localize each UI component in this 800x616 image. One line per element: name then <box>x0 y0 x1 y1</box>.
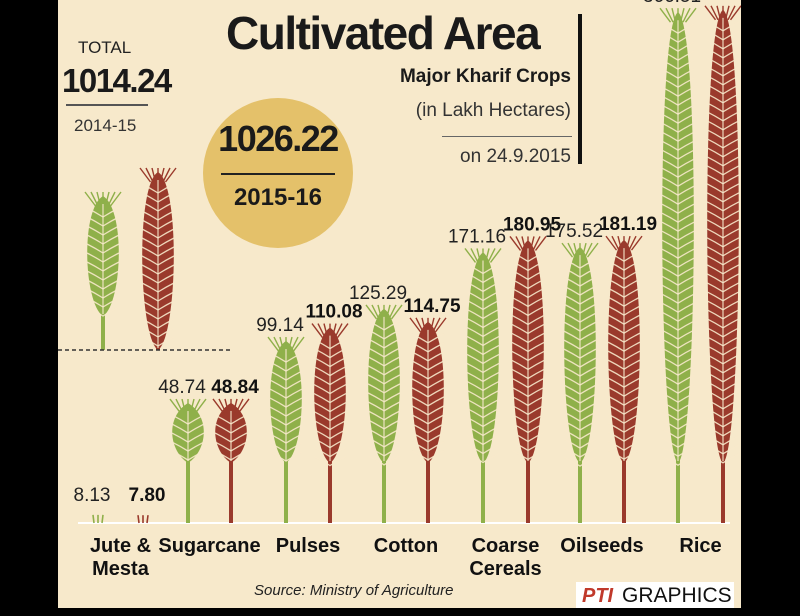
value-label-jute-mesta-2015-16: 7.80 <box>129 485 166 506</box>
bar-jute-mesta-2015-16 <box>137 515 149 524</box>
bar-jute-mesta-2014-15 <box>92 514 104 524</box>
unit-label: (in Lakh Hectares) <box>415 100 571 121</box>
value-label-oilseeds-2015-16: 181.19 <box>599 214 657 235</box>
wheat-bar-chart: 8.13 7.80 Jute &Mesta 48.74 48.84 Sugarcane 99… <box>58 0 741 580</box>
badge-divider <box>221 173 335 175</box>
value-label-sugarcane-2015-16: 48.84 <box>211 377 259 398</box>
bars <box>92 5 741 524</box>
bar-oilseeds-2015-16 <box>605 235 643 523</box>
bar-oilseeds-2014-15 <box>561 242 599 523</box>
bar-rice-2015-16 <box>704 5 741 523</box>
category-label-sugarcane: Sugarcane <box>158 535 260 557</box>
value-label-coarse-cereals-2015-16: 180.95 <box>503 214 562 235</box>
value-label-cotton-2014-15: 125.29 <box>349 283 407 304</box>
brand-logo: PTI <box>582 585 614 607</box>
source-note: Source: Ministry of Agriculture <box>254 582 454 599</box>
header-divider <box>442 136 572 137</box>
infographic-panel: Cultivated Area Major Kharif Crops (in L… <box>58 0 741 608</box>
value-label-rice-2014-15: 366.51 <box>643 0 701 7</box>
brand-text: GRAPHICS <box>622 584 732 607</box>
category-label-oilseeds: Oilseeds <box>560 535 643 557</box>
bar-coarse-cereals-2015-16 <box>509 236 547 523</box>
value-labels: 8.13 7.80 Jute &Mesta 48.74 48.84 Sugarcane 99… <box>74 0 741 580</box>
category-label-coarse-cereals: Coarse <box>472 535 540 557</box>
bar-cotton-2015-16 <box>409 317 447 523</box>
total-prev-value: 1014.24 <box>62 62 172 99</box>
total-curr-value: 1026.22 <box>218 118 339 159</box>
category-label-pulses: Pulses <box>276 535 340 557</box>
value-label-rice-2015-16: 368.41 <box>698 0 741 5</box>
category-label-jute-mesta: Jute & <box>90 535 151 557</box>
bar-pulses-2015-16 <box>311 323 349 523</box>
category-label-coarse-cereals: Cereals <box>469 558 541 580</box>
value-label-pulses-2015-16: 110.08 <box>305 302 362 323</box>
legend-sheaf-2014-15 <box>84 191 122 350</box>
value-label-cotton-2015-16: 114.75 <box>403 296 460 317</box>
header-vertical-rule <box>578 14 582 164</box>
chart-title: Cultivated Area <box>226 7 541 59</box>
bar-cotton-2014-15 <box>365 304 403 523</box>
value-label-pulses-2014-15: 99.14 <box>256 315 304 336</box>
chart-subtitle: Major Kharif Crops <box>399 66 571 87</box>
category-label-rice: Rice <box>679 535 721 557</box>
legend <box>84 167 177 350</box>
date-label: on 24.9.2015 <box>460 146 571 167</box>
brand-box <box>576 582 734 608</box>
value-label-sugarcane-2014-15: 48.74 <box>158 377 206 398</box>
bar-pulses-2014-15 <box>267 336 305 523</box>
bar-rice-2014-15 <box>659 7 697 523</box>
bar-coarse-cereals-2014-15 <box>464 248 502 523</box>
total-prev-year: 2014-15 <box>74 116 137 135</box>
bar-sugarcane-2014-15 <box>169 398 207 523</box>
bar-sugarcane-2015-16 <box>212 398 250 523</box>
value-label-jute-mesta-2014-15: 8.13 <box>74 485 111 506</box>
total-underline <box>66 104 148 106</box>
total-curr-year: 2015-16 <box>233 184 323 211</box>
total-label: TOTAL <box>78 38 132 57</box>
category-label-cotton: Cotton <box>374 535 438 557</box>
value-label-oilseeds-2014-15: 175.52 <box>545 221 603 242</box>
legend-sheaf-2015-16 <box>139 167 177 350</box>
value-label-coarse-cereals-2014-15: 171.16 <box>448 226 506 247</box>
category-label-jute-mesta: Mesta <box>92 558 150 580</box>
